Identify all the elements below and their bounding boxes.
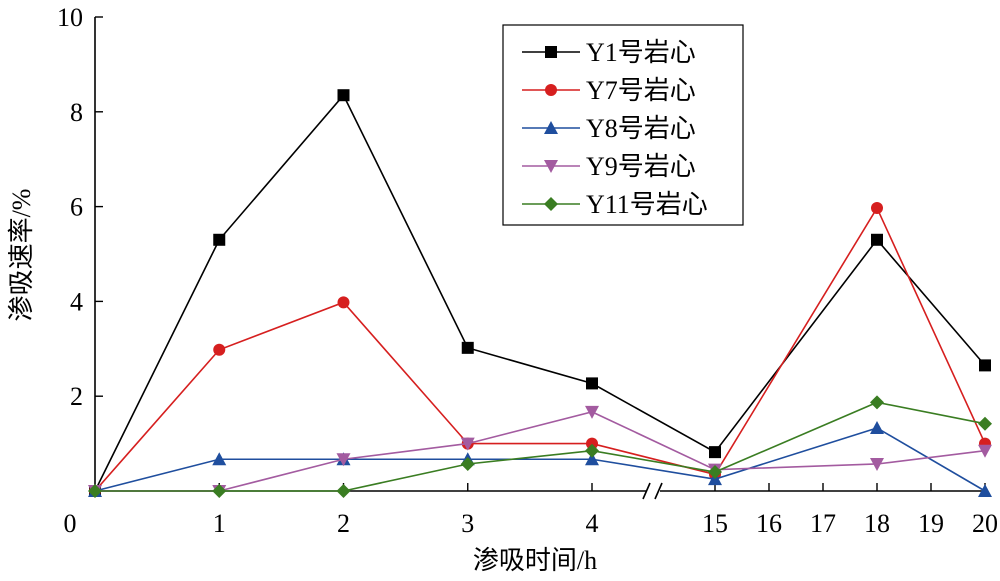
data-point — [585, 443, 599, 458]
series-1 — [89, 89, 991, 497]
x-tick-label: 20 — [972, 509, 998, 538]
series-5 — [88, 395, 992, 498]
data-point — [870, 457, 884, 471]
series-line — [94, 93, 986, 492]
data-point — [336, 453, 351, 467]
legend-item: Y9号岩心 — [522, 152, 696, 181]
data-point — [709, 446, 721, 459]
data-point — [585, 452, 599, 466]
x-axis-break — [642, 482, 663, 500]
legend-label: Y1号岩心 — [586, 38, 696, 67]
x-tick-label: 15 — [702, 509, 728, 538]
data-point — [978, 484, 992, 497]
data-point — [88, 484, 102, 498]
series-line — [94, 427, 986, 492]
data-point — [871, 202, 883, 215]
x-tick-label: 4 — [586, 509, 599, 538]
legend-item: Y7号岩心 — [522, 76, 696, 105]
y-tick-label: 0 — [64, 509, 77, 538]
legend-item: Y8号岩心 — [522, 114, 696, 143]
x-tick-label: 3 — [461, 509, 474, 538]
series-line — [95, 401, 986, 492]
data-point — [461, 341, 474, 354]
data-point — [708, 465, 722, 480]
legend-label: Y8号岩心 — [586, 114, 696, 143]
x-tick-label: 18 — [864, 509, 890, 538]
series-4 — [88, 405, 992, 498]
series-line — [94, 206, 986, 492]
legend-label: Y11号岩心 — [586, 190, 708, 219]
x-tick-label: 17 — [810, 509, 836, 538]
legend: Y1号岩心 Y7号岩心 Y8号岩心 Y9号岩心 Y11号岩心 — [502, 24, 744, 226]
x-tick-label: 2 — [337, 509, 350, 538]
y-tick-label: 10 — [57, 3, 83, 32]
data-point — [870, 395, 884, 410]
data-point — [871, 233, 883, 246]
y-tick-label: 8 — [70, 98, 83, 127]
data-point — [586, 437, 598, 450]
y-tick-label: 2 — [70, 382, 83, 411]
data-point — [585, 405, 599, 419]
data-point — [213, 343, 226, 356]
y-tick-label: 6 — [70, 193, 83, 222]
series-2 — [89, 202, 991, 497]
data-point — [978, 416, 992, 431]
legend-box — [502, 24, 744, 226]
legend-label: Y7号岩心 — [586, 76, 696, 105]
data-point — [212, 484, 227, 498]
data-point — [213, 233, 226, 246]
x-axis-label: 渗吸时间/h — [473, 546, 597, 575]
y-tick-label: 4 — [70, 287, 83, 316]
y-axis-label: 渗吸速率/% — [7, 189, 36, 322]
series-line — [95, 410, 986, 492]
data-point — [336, 484, 351, 498]
data-point — [337, 296, 350, 309]
data-point — [979, 359, 991, 372]
x-tick-label: 1 — [213, 509, 226, 538]
data-point — [460, 456, 475, 471]
x-tick-label: 19 — [918, 509, 944, 538]
legend-item: Y1号岩心 — [522, 38, 696, 67]
data-point — [978, 444, 992, 458]
data-point — [586, 377, 598, 390]
data-point — [460, 437, 475, 451]
data-point — [212, 452, 227, 466]
series — [88, 89, 992, 498]
data-point — [337, 89, 350, 102]
legend-label: Y9号岩心 — [586, 152, 696, 181]
data-point — [870, 420, 884, 434]
x-tick-label: 16 — [756, 509, 782, 538]
legend-item: Y11号岩心 — [522, 190, 708, 219]
